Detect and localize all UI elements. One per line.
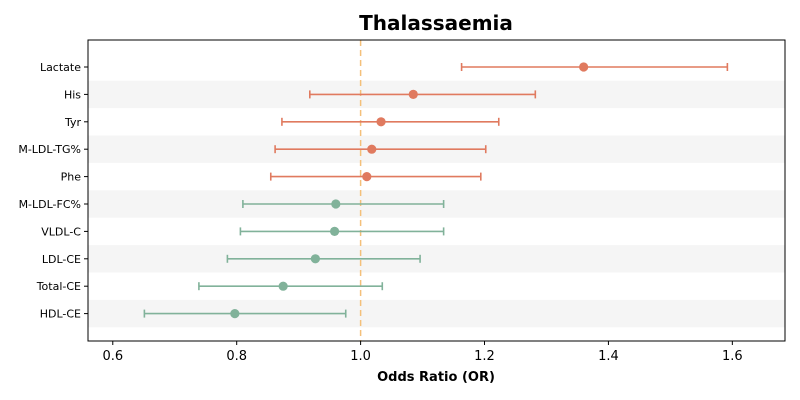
y-tick-label: Total-CE — [36, 280, 81, 293]
or-point — [331, 199, 341, 209]
y-tick-label: M-LDL-FC% — [19, 198, 81, 211]
y-tick-label: Phe — [61, 171, 82, 184]
chart-title: Thalassaemia — [359, 11, 513, 35]
y-tick-label: Lactate — [40, 61, 81, 74]
or-point — [579, 62, 589, 72]
x-tick-label: 1.2 — [474, 349, 495, 364]
or-point — [362, 172, 372, 182]
y-tick-label: M-LDL-TG% — [18, 143, 81, 156]
row-band — [88, 245, 785, 273]
or-point — [230, 309, 240, 319]
or-point — [329, 226, 340, 236]
y-tick-label: VLDL-C — [41, 225, 81, 238]
x-tick-label: 1.0 — [350, 349, 371, 364]
or-point — [278, 281, 288, 291]
y-tick-label: Tyr — [64, 116, 82, 129]
x-tick-label: 0.8 — [226, 349, 247, 364]
x-tick-label: 0.6 — [102, 349, 123, 364]
or-point — [376, 117, 386, 127]
y-tick-label: HDL-CE — [40, 308, 81, 321]
x-axis-ticks: 0.6 0.8 1.0 1.2 1.4 1.6 — [102, 341, 743, 364]
or-point — [367, 144, 377, 154]
x-tick-label: 1.6 — [722, 349, 743, 364]
y-axis-ticks: Lactate His Tyr M-LDL-TG% Phe M-LDL-FC% VLDL-C… — [18, 61, 88, 321]
y-tick-label: LDL-CE — [42, 253, 81, 266]
y-tick-label: His — [64, 88, 81, 101]
data-marks — [143, 62, 729, 319]
plot-frame — [87, 39, 786, 342]
x-axis-label: Odds Ratio (OR) — [377, 370, 495, 385]
or-point — [408, 89, 418, 99]
x-tick-label: 1.4 — [598, 349, 619, 364]
or-point — [310, 254, 320, 264]
